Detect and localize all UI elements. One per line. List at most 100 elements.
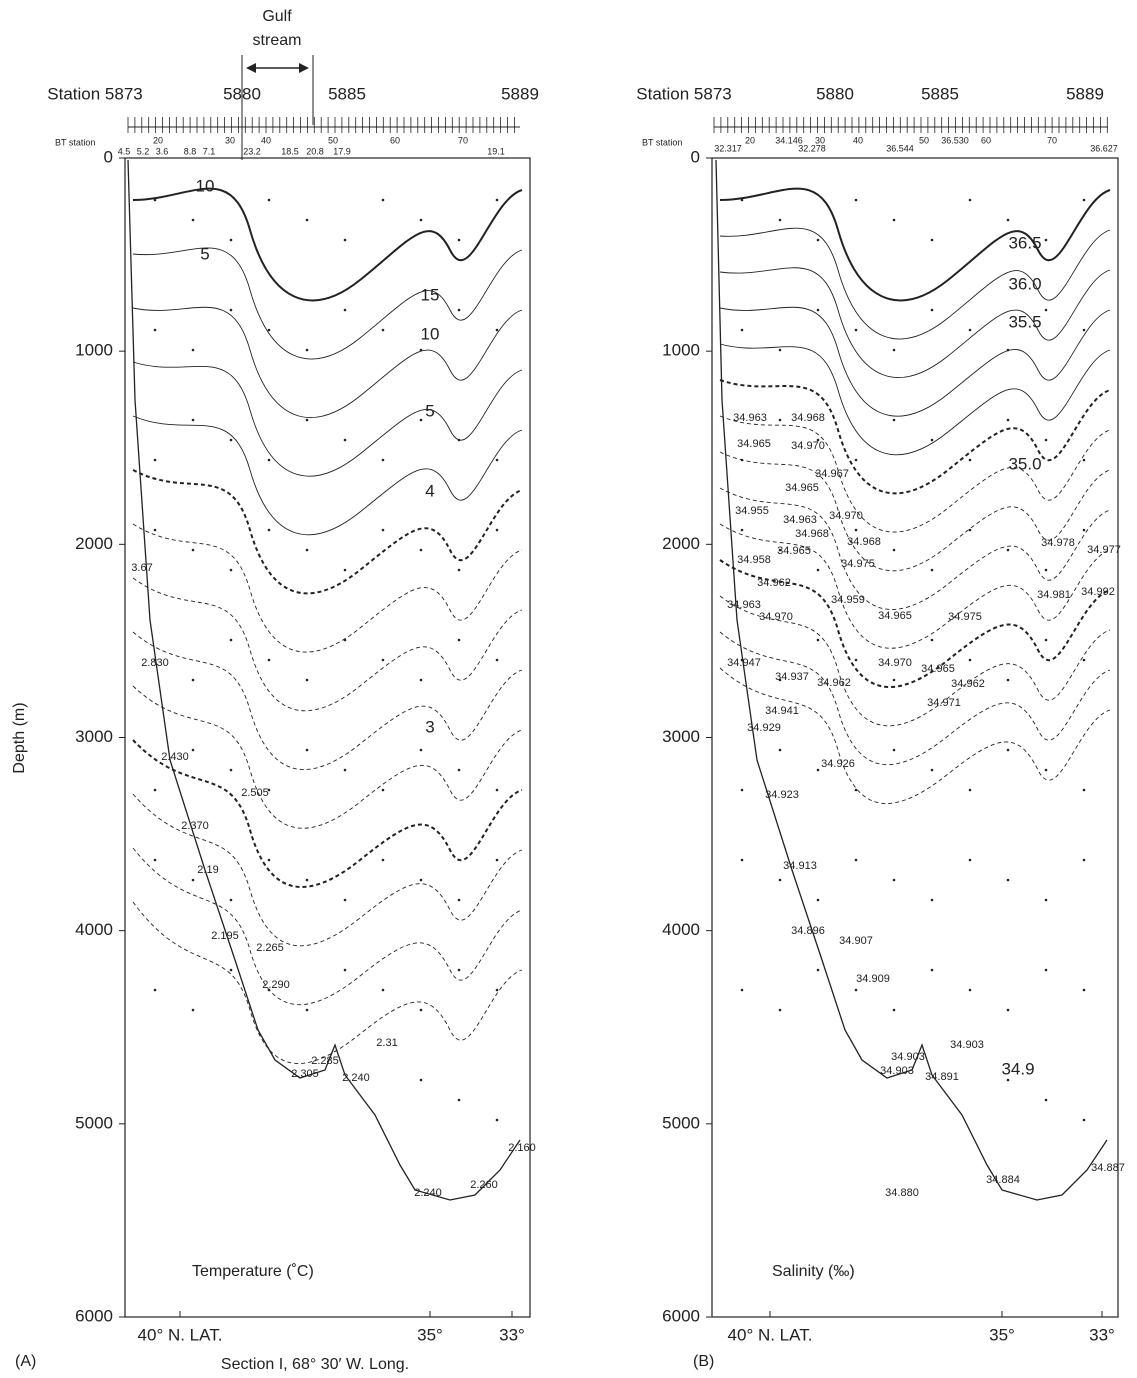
sample-dot [229,898,233,902]
contour-label: 5 [425,401,434,420]
station-label: 5885 [921,84,959,103]
sample-dot [229,308,233,312]
sample-dot [968,328,972,332]
sample-dot [419,1078,423,1082]
sample-dot [495,988,499,992]
sample-value: 34.907 [839,935,873,947]
sample-value: 34.903 [880,1065,914,1077]
latitude-label: 35° [989,1325,1015,1344]
contour-line [719,227,1111,340]
sample-value: 2.160 [508,1142,536,1154]
contour-label: 4 [425,481,434,500]
sample-dot [854,988,858,992]
sample-dot [854,658,858,662]
sample-dot [892,348,896,352]
sample-dot [419,548,423,552]
bt-number: 70 [458,135,468,145]
bt-number: 30 [225,135,235,145]
latitude-label: 40° N. LAT. [138,1325,223,1344]
y-tick-label: 5000 [662,1113,700,1132]
contour-label: 5 [200,244,209,263]
sample-value: 34.981 [1037,589,1071,601]
sample-dot [1044,1098,1048,1102]
sample-value: 34.965 [737,438,771,450]
sample-dot [740,328,744,332]
sample-dot [816,768,820,772]
sample-dot [1006,548,1010,552]
sample-dot [419,218,423,222]
contour-line [719,595,1111,727]
sample-dot [1006,1008,1010,1012]
sample-value: 34.978 [1041,537,1075,549]
sample-dot [457,638,461,642]
y-tick-label: 3000 [662,727,700,746]
sample-dot [930,238,934,242]
sample-dot [816,308,820,312]
bt-number: 60 [390,135,400,145]
sample-dot [854,788,858,792]
sample-dot [892,678,896,682]
sample-dot [1082,658,1086,662]
sample-dot [267,328,271,332]
sample-dot [930,768,934,772]
sample-dot [1044,568,1048,572]
sample-value: 34.992 [1081,586,1115,598]
sample-dot [457,1098,461,1102]
sample-dot [305,878,309,882]
sample-dot [343,898,347,902]
sample-dot [968,658,972,662]
sample-dot [778,678,782,682]
sample-dot [229,238,233,242]
sample-value: 34.965 [878,610,912,622]
contour-line [719,487,1111,610]
sample-dot [343,438,347,442]
contour-label: 3 [425,717,434,736]
station-label: Station 5873 [636,84,731,103]
sample-dot [816,438,820,442]
contour-line [132,187,523,302]
contour-line [719,343,1111,456]
contour-label: 15 [421,285,440,304]
contour-line [719,379,1111,495]
sample-dot [191,348,195,352]
contour-label: 34.9 [1001,1059,1034,1078]
sample-dot [930,898,934,902]
sample-value: 2.290 [262,979,290,991]
sample-dot [778,878,782,882]
contour-line [132,361,523,477]
sample-dot [1044,238,1048,242]
sample-value: 2.19 [197,864,218,876]
surface-value: 7.1 [203,146,216,156]
bt-number: 40 [853,135,863,145]
gulf-stream-label: stream [253,32,302,49]
sample-dot [1044,968,1048,972]
sample-dot [854,858,858,862]
sample-dot [343,238,347,242]
sample-dot [892,748,896,752]
contour-line [132,631,523,770]
bt-number: 20 [745,135,755,145]
sample-dot [153,988,157,992]
sample-value: 34.959 [831,594,865,606]
sample-dot [968,528,972,532]
sample-value: 34.896 [791,925,825,937]
sample-dot [381,528,385,532]
bt-label: BT station [55,137,95,147]
sample-dot [305,548,309,552]
sample-dot [267,658,271,662]
contour-line [719,451,1111,572]
contour-line [132,577,523,712]
contour-line [132,847,523,1006]
contour-line [132,685,523,829]
surface-value: 5.2 [137,146,150,156]
sample-dot [153,458,157,462]
contour-line [719,667,1111,804]
sample-dot [229,768,233,772]
sample-dot [305,1008,309,1012]
sample-dot [381,458,385,462]
sample-dot [778,1008,782,1012]
sample-dot [419,748,423,752]
bt-number: 50 [328,135,338,145]
sample-value: 34.903 [950,1039,984,1051]
sample-value: 34.970 [829,510,863,522]
